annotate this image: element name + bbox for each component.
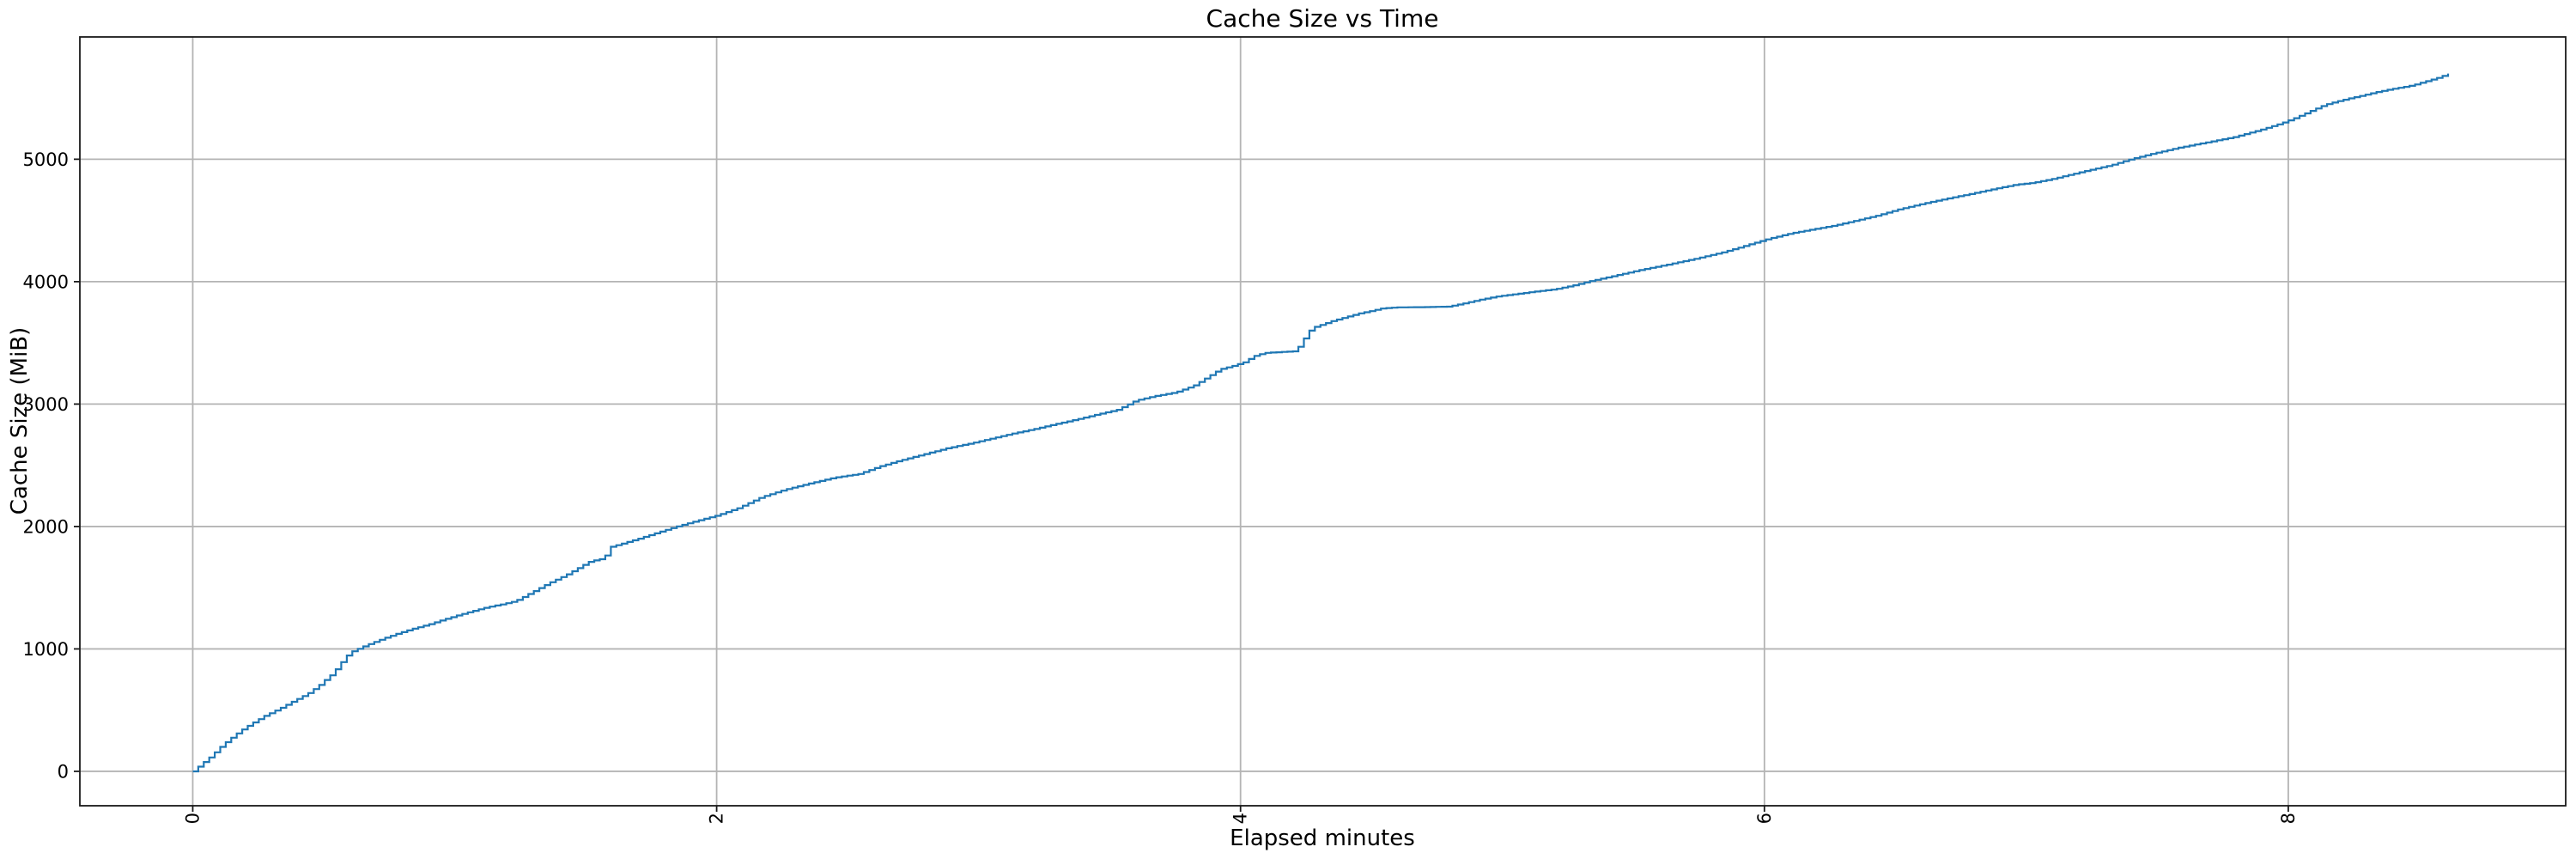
y-tick-label: 0 <box>58 762 69 783</box>
y-tick-label: 4000 <box>23 271 69 292</box>
x-tick-label: 4 <box>1230 813 1251 824</box>
axes-spines <box>79 36 2567 807</box>
y-tick-label: 3000 <box>23 394 69 415</box>
gridlines <box>80 37 2566 806</box>
chart-title: Cache Size vs Time <box>1206 4 1439 33</box>
cache-size-line <box>192 73 2450 773</box>
x-tick-label: 0 <box>183 813 204 824</box>
tick-labels: 0 2 4 6 8 0 1000 2000 3000 4000 5000 <box>23 149 2299 824</box>
series-layer <box>192 73 2450 773</box>
x-tick-label: 6 <box>1754 813 1775 824</box>
x-tick-label: 8 <box>2278 813 2299 824</box>
tick-marks <box>74 158 2289 812</box>
y-tick-label: 1000 <box>23 639 69 660</box>
x-tick-label: 2 <box>707 813 727 824</box>
axes-box <box>79 36 2567 807</box>
y-axis-label: Cache Size (MiB) <box>7 327 33 515</box>
y-tick-label: 5000 <box>23 149 69 170</box>
x-axis-label: Elapsed minutes <box>1230 825 1415 851</box>
y-tick-label: 2000 <box>23 516 69 537</box>
